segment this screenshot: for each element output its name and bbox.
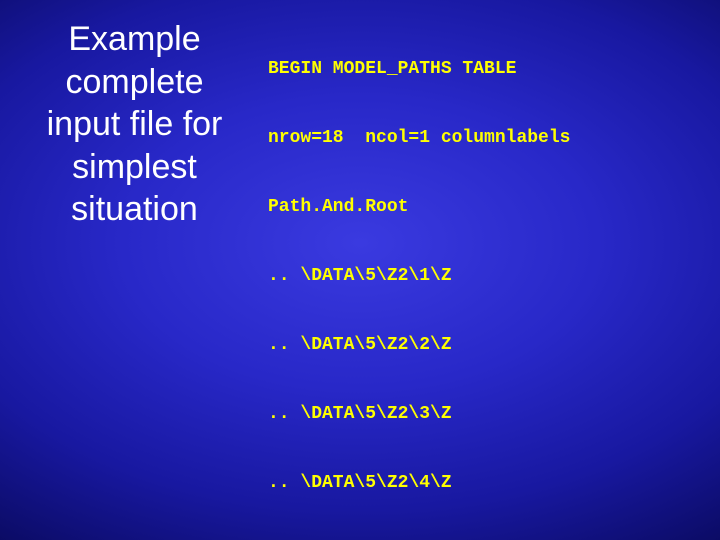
code-line: .. \DATA\5\Z2\2\Z bbox=[268, 334, 570, 357]
code-line: Path.And.Root bbox=[268, 196, 570, 219]
title-line: Example bbox=[12, 18, 257, 61]
code-line: .. \DATA\5\Z2\3\Z bbox=[268, 403, 570, 426]
title-line: situation bbox=[12, 188, 257, 231]
slide-title: Example complete input file for simplest… bbox=[12, 18, 257, 231]
title-line: simplest bbox=[12, 146, 257, 189]
title-line: input file for bbox=[12, 103, 257, 146]
code-block: BEGIN MODEL_PATHS TABLE nrow=18 ncol=1 c… bbox=[268, 12, 570, 540]
code-line: .. \DATA\5\Z2\4\Z bbox=[268, 472, 570, 495]
title-line: complete bbox=[12, 61, 257, 104]
code-line: .. \DATA\5\Z2\1\Z bbox=[268, 265, 570, 288]
code-line: BEGIN MODEL_PATHS TABLE bbox=[268, 58, 570, 81]
code-line: nrow=18 ncol=1 columnlabels bbox=[268, 127, 570, 150]
